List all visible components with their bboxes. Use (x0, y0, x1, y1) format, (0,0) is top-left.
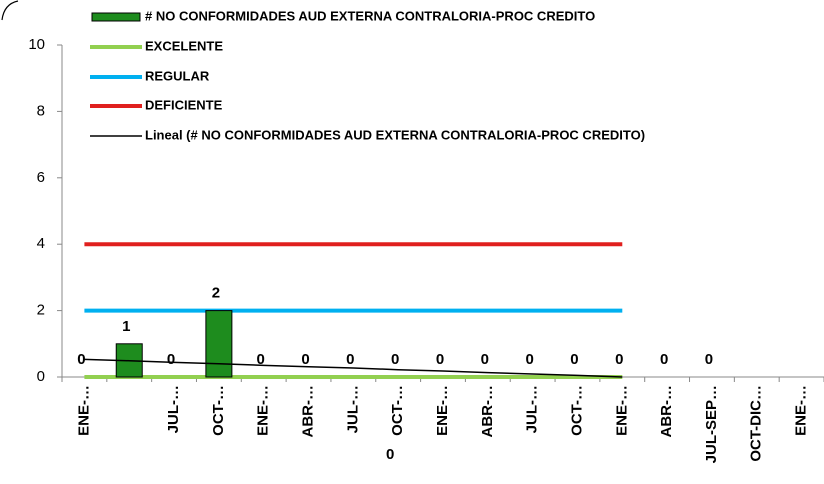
x-tick-label: JUL-… (165, 385, 182, 433)
y-tick-label: 2 (37, 302, 45, 319)
x-tick-label: OCT-… (210, 385, 227, 436)
x-tick-label: JUL-SEP… (703, 385, 720, 463)
x-tick-label: OCT-… (389, 385, 406, 436)
data-label: 0 (660, 351, 668, 368)
data-label: 2 (212, 285, 220, 302)
x-tick-label: ABR-… (479, 385, 496, 438)
legend-swatch (91, 12, 141, 22)
legend-label: Lineal (# NO CONFORMIDADES AUD EXTERNA C… (145, 127, 645, 142)
x-tick-label: ABR-… (658, 385, 675, 438)
x-tick-label: ENE-… (613, 385, 630, 436)
legend-label: # NO CONFORMIDADES AUD EXTERNA CONTRALOR… (145, 8, 595, 23)
x-tick-label: JUL-… (524, 385, 541, 433)
x-tick-label: ABR-… (299, 385, 316, 438)
y-tick-label: 4 (37, 235, 45, 252)
data-label: 0 (346, 351, 354, 368)
data-label: 0 (705, 351, 713, 368)
y-tick-label: 6 (37, 169, 45, 186)
y-tick-label: 8 (37, 102, 45, 119)
data-label: 0 (615, 351, 623, 368)
x-tick-label: OCT-DIC… (748, 385, 765, 462)
data-label: 0 (525, 351, 533, 368)
data-label: 0 (436, 351, 444, 368)
data-label: 0 (167, 351, 175, 368)
x-tick-label: JUL-… (344, 385, 361, 433)
series-line (84, 358, 623, 378)
y-tick-label: 0 (37, 368, 45, 385)
y-tick-label: 10 (28, 36, 45, 53)
x-tick-label: ENE-… (793, 385, 810, 436)
data-label: 0 (257, 351, 265, 368)
legend-label: DEFICIENTE (145, 97, 223, 112)
data-label: 0 (77, 351, 85, 368)
data-label: 1 (122, 318, 130, 335)
x-tick-label: ENE-… (75, 385, 92, 436)
annotation: 0 (386, 446, 394, 463)
x-tick-label: OCT-… (568, 385, 585, 436)
data-label: 0 (570, 351, 578, 368)
bar (205, 310, 233, 378)
legend-label: REGULAR (145, 68, 210, 83)
frame-corner (1, 0, 19, 21)
data-label: 0 (481, 351, 489, 368)
data-label: 0 (391, 351, 399, 368)
data-label: 0 (301, 351, 309, 368)
legend-label: EXCELENTE (145, 38, 223, 53)
x-tick-label: ENE-… (255, 385, 272, 436)
x-tick-label: ENE-… (434, 385, 451, 436)
